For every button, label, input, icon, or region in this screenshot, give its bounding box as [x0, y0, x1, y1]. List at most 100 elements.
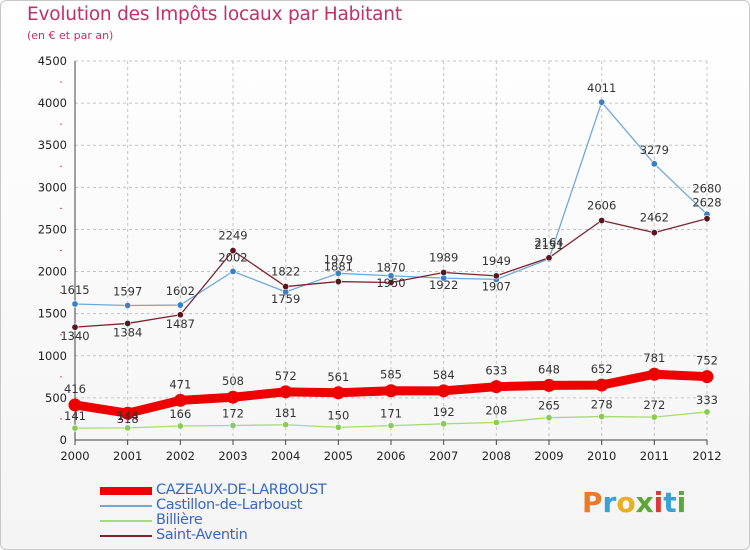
legend-swatch — [100, 505, 152, 507]
data-label: 1881 — [324, 260, 353, 274]
y-tick-label: 1000 — [38, 349, 67, 363]
data-point — [71, 323, 79, 331]
data-point — [334, 423, 342, 431]
data-point — [334, 278, 342, 286]
data-label: 2151 — [534, 238, 563, 252]
data-label: 1615 — [60, 283, 89, 297]
data-point — [124, 301, 132, 309]
data-point — [71, 300, 79, 308]
y-tick-label: 500 — [45, 391, 67, 405]
x-tick-label: 2004 — [271, 449, 300, 463]
data-point — [176, 311, 184, 319]
data-point — [700, 370, 714, 384]
data-point — [226, 390, 240, 404]
data-label: 1759 — [271, 292, 300, 306]
data-point — [492, 272, 500, 280]
legend-label: Billière — [156, 512, 203, 528]
data-label: 781 — [643, 351, 665, 365]
legend-label: Saint-Aventin — [156, 527, 248, 543]
data-label: 584 — [433, 368, 455, 382]
chart-title: Evolution des Impôts locaux par Habitant — [27, 4, 402, 25]
data-label: 3279 — [640, 143, 669, 157]
data-label: 1979 — [324, 252, 353, 266]
data-label: 2680 — [692, 181, 721, 195]
data-label: 508 — [222, 374, 244, 388]
data-point — [121, 406, 135, 420]
logo-letter: x — [635, 486, 654, 519]
x-tick-label: 2011 — [640, 449, 669, 463]
data-labels: 416 318 471 508 572 561 585 584 633 648 652 781 752 1… — [60, 81, 721, 426]
data-label: 2002 — [218, 250, 247, 264]
legend-label: Castillon-de-Larboust — [156, 497, 303, 513]
y-tick-label: 2500 — [38, 222, 67, 236]
data-label: 633 — [485, 364, 507, 378]
y-tick-label: 2000 — [38, 265, 67, 279]
y-tick-label: 3000 — [38, 180, 67, 194]
data-label: 333 — [696, 393, 718, 407]
data-point — [229, 247, 237, 255]
y-tick-label: 4500 — [38, 54, 67, 68]
y-tick-label: 4000 — [38, 96, 67, 110]
data-label: 4011 — [587, 81, 616, 95]
logo-letter: r — [602, 486, 617, 519]
y-tick-label: 0 — [60, 433, 67, 447]
data-point — [650, 413, 658, 421]
legend-label: CAZEAUX-DE-LARBOUST — [156, 482, 327, 498]
data-point — [703, 215, 711, 223]
data-label: 471 — [169, 377, 191, 391]
data-point — [545, 414, 553, 422]
y-tick-label: 3500 — [38, 138, 67, 152]
data-label: 416 — [64, 382, 86, 396]
data-label: 1822 — [271, 265, 300, 279]
data-point — [176, 301, 184, 309]
data-label: 1949 — [482, 254, 511, 268]
data-label: 272 — [643, 398, 665, 412]
data-point — [650, 229, 658, 237]
data-label: 652 — [591, 362, 613, 376]
data-point — [68, 398, 82, 412]
data-point — [542, 378, 556, 392]
data-point — [229, 267, 237, 275]
data-point — [71, 424, 79, 432]
legend-swatch — [100, 487, 152, 495]
x-tick-label: 2003 — [218, 449, 247, 463]
data-label: 1597 — [113, 284, 142, 298]
data-label: 1870 — [376, 261, 405, 275]
data-point — [229, 422, 237, 430]
data-label: 172 — [222, 407, 244, 421]
data-point — [176, 422, 184, 430]
x-tick-label: 2001 — [113, 449, 142, 463]
x-tick-label: 2010 — [587, 449, 616, 463]
data-point — [492, 418, 500, 426]
x-tick-label: 2006 — [376, 449, 405, 463]
data-label: 150 — [327, 408, 349, 422]
x-tick-label: 2008 — [482, 449, 511, 463]
data-label: 265 — [538, 399, 560, 413]
data-label: 1907 — [482, 279, 511, 293]
data-point — [545, 254, 553, 262]
data-label: 171 — [380, 407, 402, 421]
data-point — [334, 269, 342, 277]
data-label: 2164 — [534, 236, 563, 250]
data-point — [384, 384, 398, 398]
data-point — [387, 279, 395, 287]
legend-swatch — [100, 520, 152, 522]
data-label: 141 — [64, 409, 86, 423]
data-label: 1384 — [113, 325, 142, 339]
data-label: 208 — [485, 403, 507, 417]
legend-swatch — [100, 535, 152, 537]
data-label: 752 — [696, 354, 718, 368]
data-point — [173, 393, 187, 407]
data-label: 181 — [275, 406, 297, 420]
logo-letter: i — [653, 486, 664, 519]
logo-letter: t — [663, 486, 677, 519]
data-label: 278 — [591, 398, 613, 412]
data-label: 1950 — [376, 276, 405, 290]
data-label: 2628 — [692, 196, 721, 210]
data-point — [598, 98, 606, 106]
data-point — [124, 319, 132, 327]
data-point — [437, 384, 451, 398]
data-label: 1340 — [60, 329, 89, 343]
data-point — [282, 283, 290, 291]
